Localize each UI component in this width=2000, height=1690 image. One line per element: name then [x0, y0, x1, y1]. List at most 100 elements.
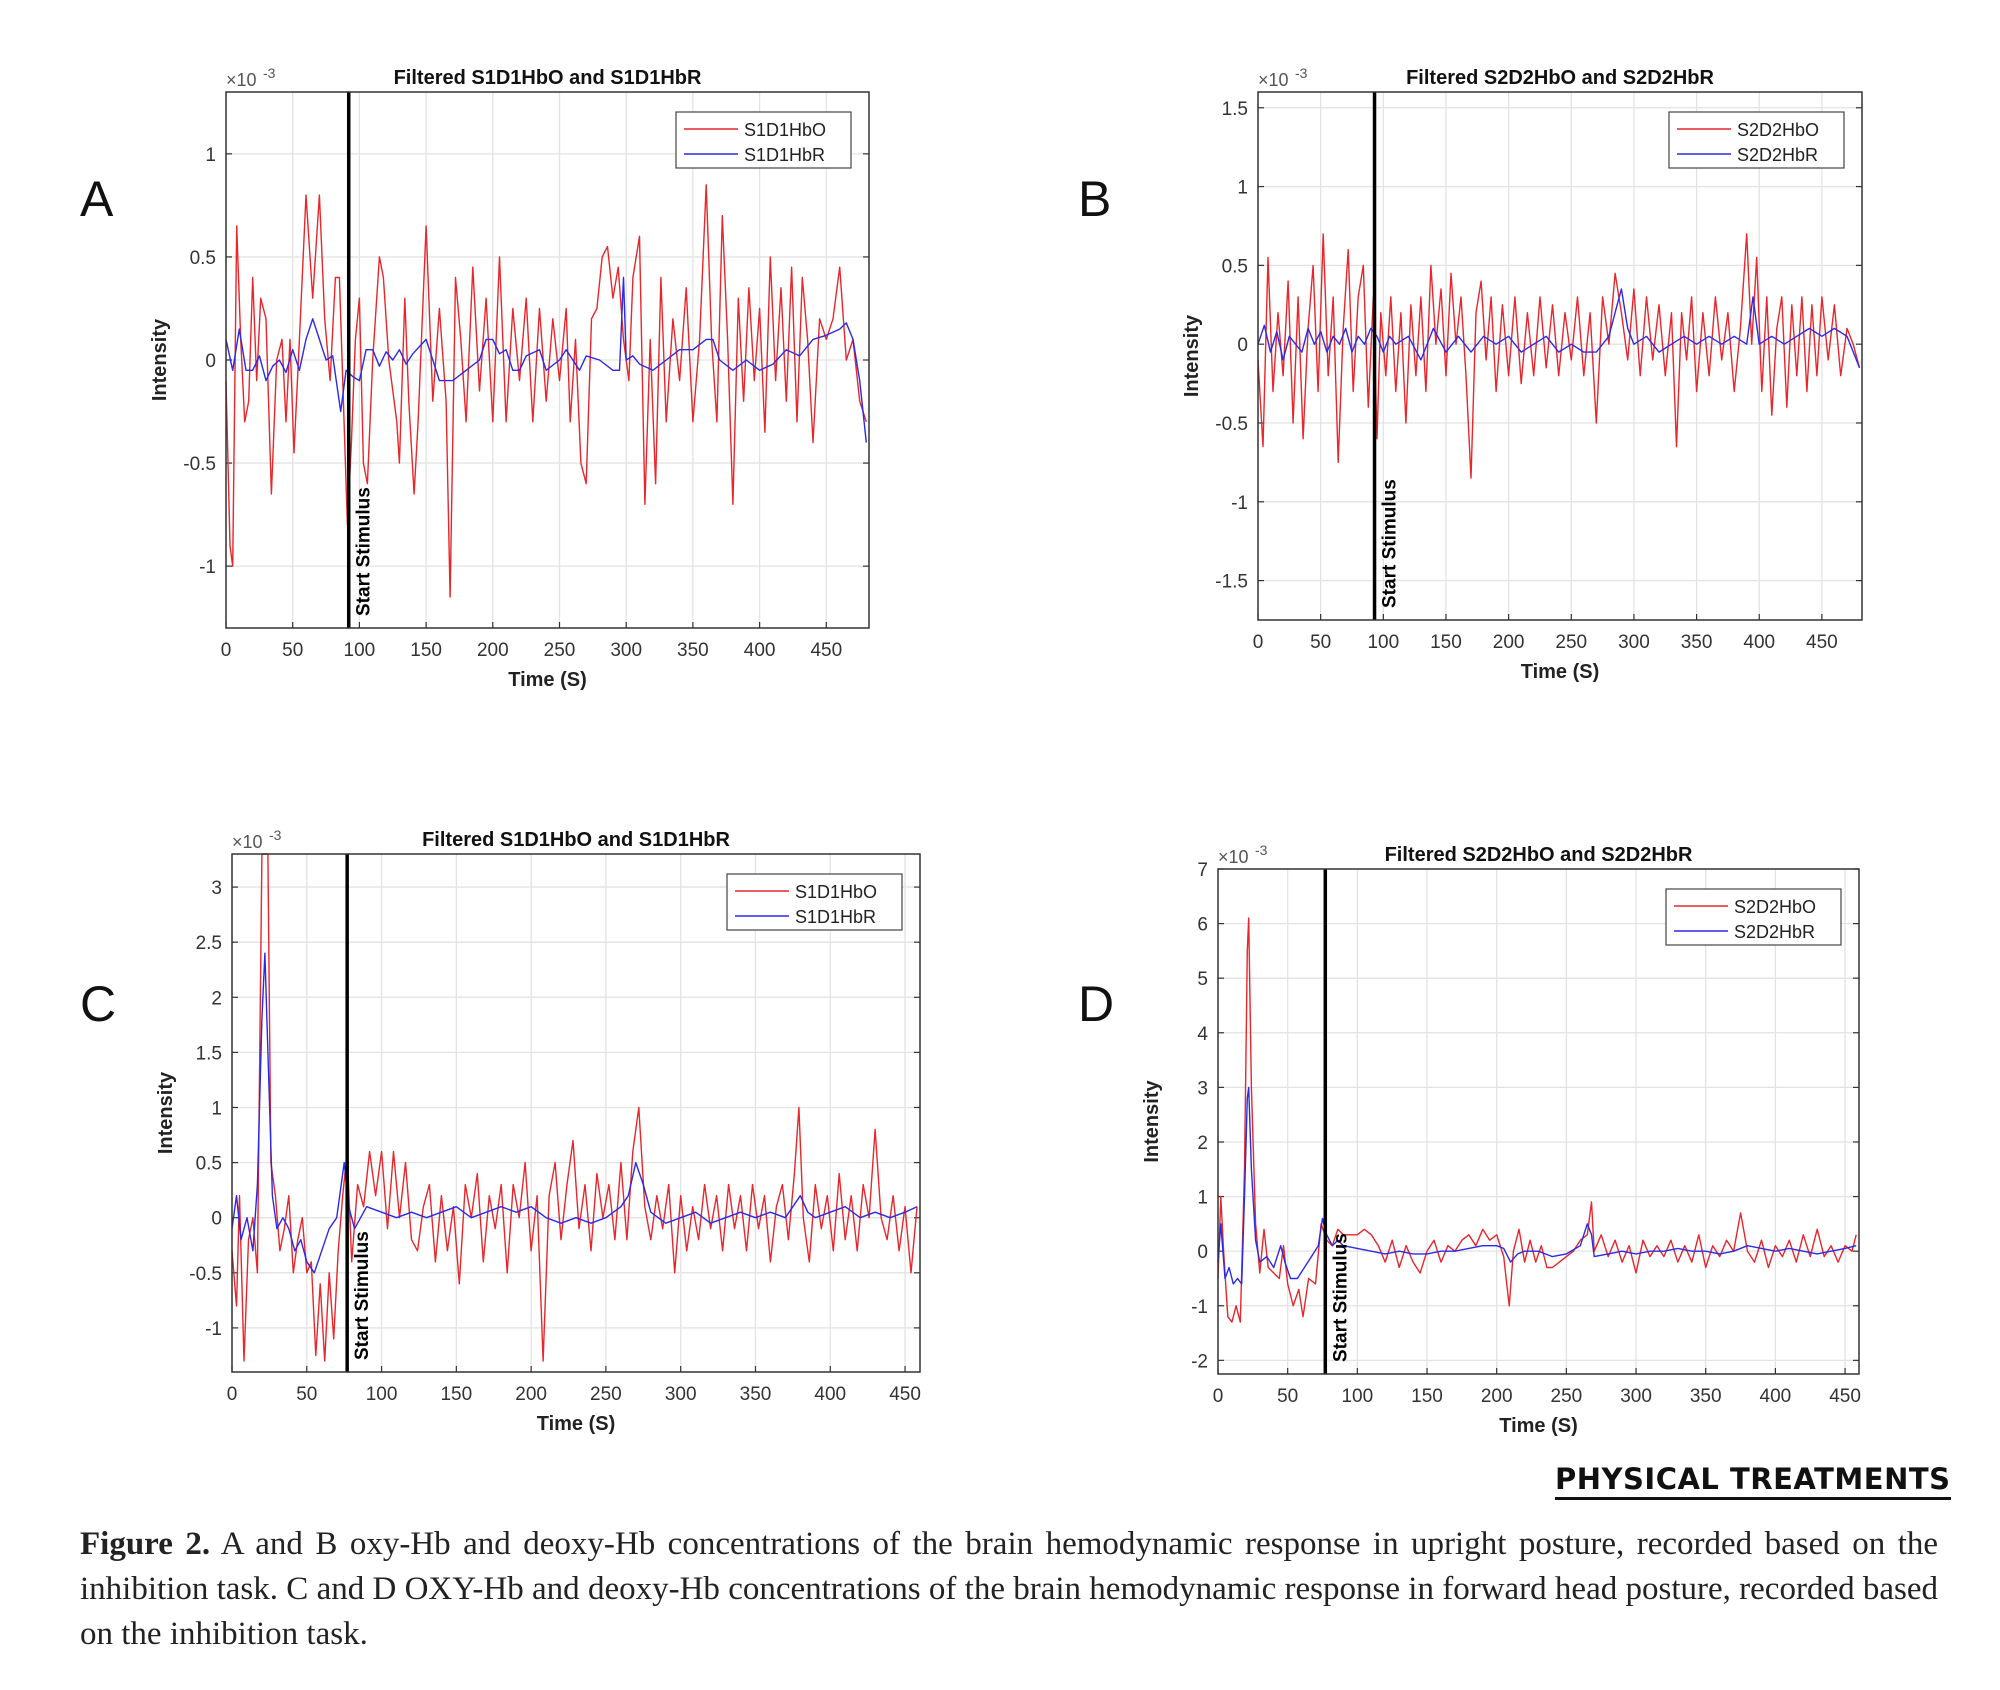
legend-label-s1d1hbo: S1D1HbO	[795, 882, 877, 902]
y-axis-label: Intensity	[155, 1071, 177, 1154]
x-tick-label: 300	[665, 1384, 697, 1405]
y-tick-label: 0.5	[1222, 256, 1248, 277]
legend-box	[726, 873, 903, 931]
legend-box	[675, 111, 852, 169]
chart-panel-b: 0 50 100 150 200 250 300 350 400 450 -1.5 -1 -0.5 0 0.…	[1181, 65, 1863, 683]
chart-panel-d: 0 50 100 150 200 250 300 350 400 450 -2 -1 0 1 2 3 4 5 6 7 S…	[1141, 842, 1861, 1437]
panel-label-d: D	[1078, 976, 1115, 1032]
y-exponent-label: ×10	[232, 832, 263, 852]
panel-label-b: B	[1078, 171, 1112, 227]
x-tick-label: 0	[227, 1384, 238, 1405]
x-tick-label: 250	[590, 1384, 622, 1405]
series-line-s1d1hbo	[231, 853, 918, 1362]
x-tick-label: 250	[544, 640, 576, 661]
y-exponent-power: -3	[263, 65, 276, 81]
x-tick-label: 300	[1620, 1386, 1652, 1407]
y-tick-label: -2	[1191, 1351, 1208, 1372]
chart-panel-a: 0 50 100 150 200 250 300 350 400 450 -1 -0.5 0 0.5 1 St…	[149, 65, 870, 691]
x-tick-label: 450	[810, 640, 842, 661]
y-tick-label: 2.5	[196, 933, 222, 954]
legend-label-s1d1hbr: S1D1HbR	[795, 907, 876, 927]
y-tick-label: -0.5	[183, 454, 216, 475]
y-exponent-label: ×10	[1218, 847, 1249, 867]
y-tick-label: 0	[205, 351, 216, 372]
journal-logo: PHYSICAL TREATMENTS	[1555, 1462, 1951, 1500]
x-tick-label: 350	[1690, 1386, 1722, 1407]
legend-label-s2d2hbo: S2D2HbO	[1734, 897, 1816, 917]
x-tick-label: 50	[296, 1384, 317, 1405]
y-tick-label: -1.5	[1215, 572, 1248, 593]
legend-label-s2d2hbr: S2D2HbR	[1734, 922, 1815, 942]
y-tick-label: 0	[211, 1209, 222, 1230]
start-stimulus-label: Start Stimulus	[1380, 479, 1401, 608]
x-axis-label: Time (S)	[508, 669, 587, 691]
x-tick-label: 0	[221, 640, 232, 661]
x-tick-label: 350	[677, 640, 709, 661]
caption-label: Figure 2.	[80, 1526, 211, 1562]
x-tick-label: 300	[610, 640, 642, 661]
y-axis-label: Intensity	[1141, 1080, 1163, 1163]
y-exponent-power: -3	[1295, 65, 1308, 81]
y-tick-label: 2	[1197, 1133, 1208, 1154]
axes-frame	[1257, 91, 1863, 621]
series-line-s1d1hbo	[225, 184, 867, 598]
legend-label-s1d1hbo: S1D1HbO	[744, 120, 826, 140]
x-axis-label: Time (S)	[537, 1413, 616, 1435]
chart-legend: S1D1HbO S1D1HbR	[675, 111, 852, 169]
start-stimulus-label: Start Stimulus	[1330, 1233, 1351, 1362]
x-tick-label: 150	[410, 640, 442, 661]
y-tick-label: 1.5	[1222, 99, 1248, 120]
x-tick-label: 400	[744, 640, 776, 661]
panel-label-a: A	[80, 171, 114, 227]
caption-text: A and B oxy-Hb and deoxy-Hb concentratio…	[80, 1526, 1938, 1652]
x-tick-label: 450	[1806, 632, 1838, 653]
x-tick-label: 200	[1481, 1386, 1513, 1407]
x-tick-label: 150	[1430, 632, 1462, 653]
y-exponent-label: ×10	[226, 70, 257, 90]
x-tick-label: 0	[1213, 1386, 1224, 1407]
y-tick-label: 0	[1197, 1242, 1208, 1263]
x-tick-label: 100	[366, 1384, 398, 1405]
y-tick-label: 6	[1197, 915, 1208, 936]
series-line-s1d1hbr	[231, 952, 918, 1274]
x-axis-label: Time (S)	[1499, 1415, 1578, 1437]
chart-title: Filtered S2D2HbO and S2D2HbR	[1406, 67, 1714, 89]
y-tick-label: 3	[1197, 1078, 1208, 1099]
axes-frame	[225, 91, 870, 629]
y-tick-label: -1	[199, 557, 216, 578]
legend-label-s2d2hbr: S2D2HbR	[1737, 145, 1818, 165]
y-tick-label: 1	[205, 145, 216, 166]
y-tick-label: 0.5	[190, 248, 216, 269]
y-tick-label: 0.5	[196, 1154, 222, 1175]
x-tick-label: 150	[1411, 1386, 1443, 1407]
x-axis-label: Time (S)	[1521, 661, 1600, 683]
chart-legend: S2D2HbO S2D2HbR	[1668, 111, 1845, 169]
y-tick-label: 1	[1197, 1188, 1208, 1209]
chart-title: Filtered S2D2HbO and S2D2HbR	[1385, 844, 1693, 866]
y-exponent-power: -3	[269, 827, 282, 843]
x-tick-label: 50	[1310, 632, 1331, 653]
panel-label-c: C	[80, 976, 117, 1032]
x-tick-label: 50	[282, 640, 303, 661]
plot-area	[232, 854, 920, 1372]
x-tick-label: 0	[1253, 632, 1264, 653]
x-tick-label: 350	[740, 1384, 772, 1405]
start-stimulus-label: Start Stimulus	[352, 1231, 373, 1360]
chart-title: Filtered S1D1HbO and S1D1HbR	[394, 67, 702, 89]
x-tick-label: 200	[515, 1384, 547, 1405]
y-axis-label: Intensity	[1181, 314, 1203, 397]
x-tick-label: 100	[1341, 1386, 1373, 1407]
chart-title: Filtered S1D1HbO and S1D1HbR	[422, 829, 730, 851]
y-tick-label: 3	[211, 878, 222, 899]
chart-legend: S2D2HbO S2D2HbR	[1665, 888, 1842, 946]
x-tick-label: 400	[1743, 632, 1775, 653]
y-tick-label: 2	[211, 988, 222, 1009]
x-tick-label: 250	[1555, 632, 1587, 653]
x-tick-label: 400	[1760, 1386, 1792, 1407]
y-exponent-label: ×10	[1258, 70, 1289, 90]
x-tick-label: 400	[814, 1384, 846, 1405]
y-tick-label: 0	[1237, 335, 1248, 356]
y-tick-label: 4	[1197, 1024, 1208, 1045]
x-tick-label: 100	[344, 640, 376, 661]
